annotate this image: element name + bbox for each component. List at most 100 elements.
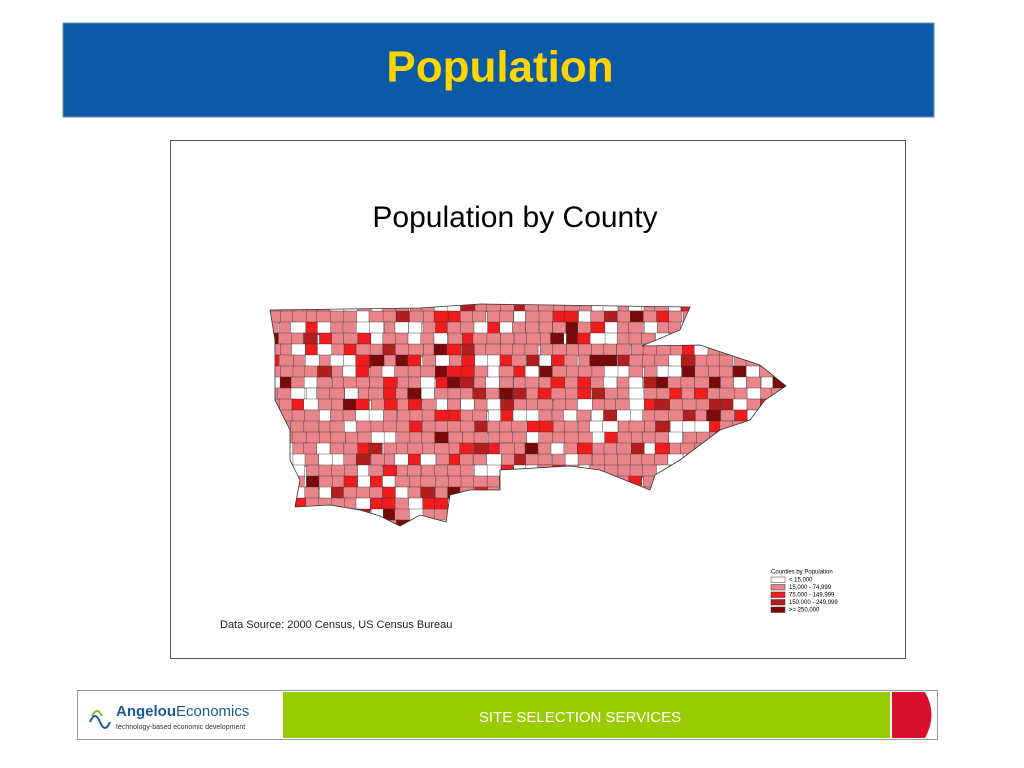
county: [734, 387, 749, 401]
county: [394, 453, 410, 467]
logo-text: AngelouEconomics: [116, 703, 249, 720]
footer-banner: [283, 692, 890, 738]
county: [473, 442, 489, 456]
legend-label: < 15,000: [789, 578, 813, 584]
county: [435, 354, 452, 368]
county: [459, 376, 474, 389]
county: [550, 387, 566, 400]
county: [460, 310, 475, 324]
data-source: Data Source: 2000 Census, US Census Bure…: [220, 619, 452, 631]
county: [628, 376, 643, 390]
county: [563, 354, 578, 368]
county: [357, 431, 373, 445]
county: [643, 310, 657, 323]
county: [732, 398, 749, 411]
county: [552, 365, 569, 379]
county: [694, 365, 709, 379]
county: [316, 310, 333, 324]
county: [488, 409, 502, 423]
county: [629, 398, 645, 412]
county: [498, 365, 515, 378]
county: [330, 431, 346, 445]
county: [434, 431, 451, 444]
county: [357, 332, 374, 346]
legend-swatch: [770, 606, 786, 613]
county: [330, 398, 345, 411]
county: [577, 453, 593, 466]
county: [357, 475, 372, 489]
slide-title: Population: [386, 43, 613, 92]
county: [604, 365, 621, 379]
county: [370, 420, 385, 433]
county: [746, 387, 763, 400]
county: [422, 321, 438, 335]
county: [668, 409, 685, 422]
logo-icon: [89, 710, 111, 729]
county: [734, 409, 749, 422]
county: [656, 387, 671, 401]
county: [669, 398, 685, 412]
county: [420, 464, 436, 477]
county: [318, 464, 334, 478]
county: [371, 398, 386, 412]
county: [460, 420, 475, 433]
county: [617, 310, 631, 324]
county: [382, 310, 398, 323]
county: [305, 343, 320, 356]
county: [511, 354, 527, 368]
county: [420, 332, 437, 345]
county: [421, 409, 436, 423]
legend-swatch: [770, 576, 786, 583]
county: [603, 409, 618, 423]
county: [473, 475, 488, 489]
county: [550, 332, 565, 346]
county: [355, 398, 370, 412]
county: [682, 343, 696, 357]
county: [305, 354, 321, 368]
county: [368, 387, 383, 401]
county: [355, 497, 371, 510]
county: [329, 442, 345, 455]
county: [694, 387, 708, 401]
county: [525, 310, 540, 323]
county: [524, 343, 539, 356]
county: [277, 387, 293, 400]
county: [317, 343, 333, 357]
county: [342, 321, 359, 335]
county: [356, 486, 373, 499]
county: [720, 409, 735, 422]
county: [447, 321, 463, 334]
county: [343, 475, 358, 488]
county: [537, 453, 552, 466]
county: [472, 310, 486, 324]
county: [318, 475, 334, 489]
county: [486, 464, 502, 478]
county: [407, 332, 423, 346]
county: [290, 387, 306, 400]
county: [369, 376, 384, 389]
county: [524, 365, 539, 378]
county: [682, 431, 697, 444]
county: [382, 332, 398, 345]
legend-label: 150,000 - 249,999: [789, 600, 838, 606]
county: [628, 332, 643, 346]
county: [331, 486, 345, 500]
county: [537, 442, 552, 455]
legend-title: Counties by Population: [771, 570, 833, 576]
county: [394, 321, 409, 334]
county: [591, 365, 606, 378]
county: [397, 409, 412, 422]
county: [629, 453, 644, 467]
county: [447, 398, 461, 412]
county: [512, 387, 529, 400]
county: [408, 497, 424, 510]
county: [577, 398, 593, 411]
county: [368, 442, 383, 456]
county: [316, 387, 331, 401]
county: [628, 321, 644, 334]
county: [305, 431, 321, 444]
county: [342, 398, 358, 412]
county: [420, 376, 436, 390]
county: [446, 343, 462, 356]
county: [394, 497, 411, 511]
